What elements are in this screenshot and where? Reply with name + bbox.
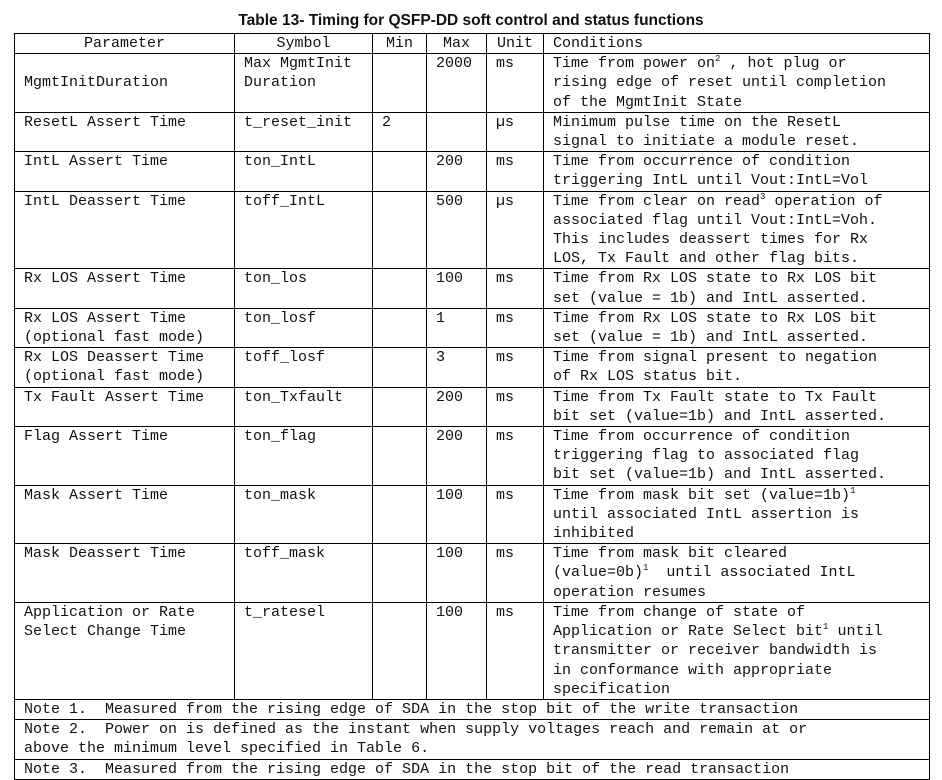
parameter-cell: Tx Fault Assert Time [14, 386, 235, 428]
max-cell: 100 [426, 268, 487, 309]
symbol-cell: Max MgmtInit Duration [234, 53, 373, 113]
min-cell [372, 151, 427, 192]
unit-cell: ms [486, 151, 544, 192]
table-row: IntL Assert Time ton_IntL 200 ms Time from o… [14, 151, 930, 192]
min-cell [372, 386, 427, 428]
header-symbol: Symbol [234, 32, 373, 55]
table-row: Tx Fault Assert Time ton_Txfault 200 ms Time… [14, 386, 930, 428]
parameter-cell: Mask Deassert Time [14, 543, 235, 603]
parameter-cell: MgmtInitDuration [14, 53, 235, 113]
max-cell: 1 [426, 307, 487, 349]
conditions-cell: Time from clear on read3 operation of ass… [543, 190, 930, 270]
min-cell [372, 53, 427, 113]
conditions-cell: Time from change of state of Application … [543, 601, 930, 700]
unit-cell: ms [486, 53, 544, 113]
min-cell [372, 190, 427, 270]
conditions-cell: Time from Tx Fault state to Tx Fault bit … [543, 386, 930, 428]
table-row: Mask Deassert Time toff_mask 100 ms Time fro… [14, 543, 930, 603]
parameter-cell: Rx LOS Assert Time [14, 268, 235, 309]
table-row: IntL Deassert Time toff_IntL 500 µs Time fro… [14, 190, 930, 270]
max-cell: 200 [426, 151, 487, 192]
table-row: ResetL Assert Time t_reset_init 2 µs Minimum… [14, 111, 930, 153]
parameter-cell: Rx LOS Deassert Time (optional fast mode) [14, 347, 235, 388]
parameter-cell: Flag Assert Time [14, 426, 235, 486]
note-cell: Note 3. Measured from the rising edge of… [14, 758, 930, 780]
note-row: Note 2. Power on is defined as the insta… [14, 719, 930, 760]
unit-cell: ms [486, 386, 544, 428]
note-row: Note 1. Measured from the rising edge of… [14, 698, 930, 721]
conditions-cell: Time from signal present to negation of R… [543, 347, 930, 388]
max-cell: 200 [426, 426, 487, 486]
note-cell: Note 1. Measured from the rising edge of… [14, 698, 930, 721]
note-row: Note 3. Measured from the rising edge of… [14, 758, 930, 780]
unit-cell: µs [486, 190, 544, 270]
symbol-cell: ton_mask [234, 484, 373, 545]
unit-cell: ms [486, 307, 544, 349]
conditions-cell: Time from Rx LOS state to Rx LOS bit set … [543, 307, 930, 349]
max-cell: 100 [426, 543, 487, 603]
header-parameter: Parameter [14, 32, 235, 55]
symbol-cell: toff_IntL [234, 190, 373, 270]
header-row: Parameter Symbol Min Max Unit Conditions [14, 32, 930, 55]
table-title: Table 13- Timing for QSFP-DD soft contro… [238, 12, 704, 29]
table-row: Application or Rate Select Change Time t_r… [14, 601, 930, 700]
table-row: Rx LOS Deassert Time (optional fast mode)… [14, 347, 930, 388]
conditions-cell: Time from mask bit set (value=1b)1 until … [543, 484, 930, 545]
conditions-cell: Time from mask bit cleared (value=0b)1 un… [543, 543, 930, 603]
table-row: Flag Assert Time ton_flag 200 ms Time from o… [14, 426, 930, 486]
min-cell [372, 543, 427, 603]
table-row: Mask Assert Time ton_mask 100 ms Time from m… [14, 484, 930, 545]
table-row: MgmtInitDuration Max MgmtInit Duration 2000… [14, 53, 930, 113]
min-cell [372, 347, 427, 388]
timing-table: Parameter Symbol Min Max Unit Conditions… [14, 32, 930, 780]
min-cell [372, 601, 427, 700]
conditions-cell: Time from occurrence of condition trigger… [543, 151, 930, 192]
max-cell: 100 [426, 601, 487, 700]
header-max: Max [426, 32, 487, 55]
min-cell [372, 307, 427, 349]
max-cell: 500 [426, 190, 487, 270]
conditions-cell: Time from power on2 , hot plug or rising … [543, 53, 930, 113]
min-cell [372, 426, 427, 486]
symbol-cell: t_reset_init [234, 111, 373, 153]
parameter-cell: Mask Assert Time [14, 484, 235, 545]
table-row: Rx LOS Assert Time ton_los 100 ms Time from … [14, 268, 930, 309]
parameter-cell: Application or Rate Select Change Time [14, 601, 235, 700]
max-cell: 200 [426, 386, 487, 428]
unit-cell: ms [486, 426, 544, 486]
unit-cell: ms [486, 347, 544, 388]
parameter-cell: IntL Assert Time [14, 151, 235, 192]
note-cell: Note 2. Power on is defined as the insta… [14, 719, 930, 760]
header-min: Min [372, 32, 427, 55]
unit-cell: ms [486, 543, 544, 603]
min-cell [372, 268, 427, 309]
unit-cell: ms [486, 268, 544, 309]
unit-cell: µs [486, 111, 544, 153]
conditions-cell: Time from Rx LOS state to Rx LOS bit set … [543, 268, 930, 309]
symbol-cell: ton_IntL [234, 151, 373, 192]
symbol-cell: ton_Txfault [234, 386, 373, 428]
max-cell: 100 [426, 484, 487, 545]
symbol-cell: toff_mask [234, 543, 373, 603]
symbol-cell: t_ratesel [234, 601, 373, 700]
max-cell [426, 111, 487, 153]
conditions-cell: Minimum pulse time on the ResetL signal t… [543, 111, 930, 153]
unit-cell: ms [486, 601, 544, 700]
symbol-cell: ton_losf [234, 307, 373, 349]
parameter-cell: IntL Deassert Time [14, 190, 235, 270]
symbol-cell: ton_flag [234, 426, 373, 486]
parameter-cell: Rx LOS Assert Time (optional fast mode) [14, 307, 235, 349]
table-row: Rx LOS Assert Time (optional fast mode) to… [14, 307, 930, 349]
min-cell: 2 [372, 111, 427, 153]
symbol-cell: ton_los [234, 268, 373, 309]
max-cell: 3 [426, 347, 487, 388]
symbol-cell: toff_losf [234, 347, 373, 388]
header-unit: Unit [486, 32, 544, 55]
header-conditions: Conditions [543, 32, 930, 55]
min-cell [372, 484, 427, 545]
conditions-cell: Time from occurrence of condition trigger… [543, 426, 930, 486]
parameter-cell: ResetL Assert Time [14, 111, 235, 153]
unit-cell: ms [486, 484, 544, 545]
max-cell: 2000 [426, 53, 487, 113]
